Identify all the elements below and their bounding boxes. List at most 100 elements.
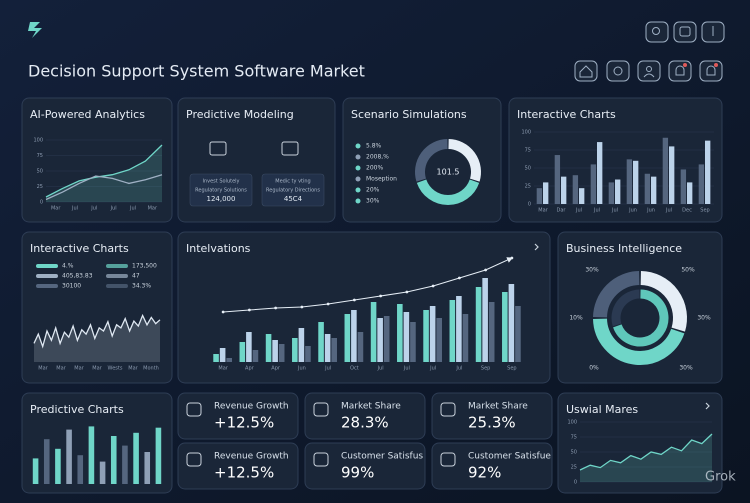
- kpi-label: Market Share: [468, 402, 528, 412]
- panel-title: Intelvations: [186, 242, 251, 255]
- x-tick-label: Mar: [128, 366, 138, 372]
- y-tick-label: 75: [571, 435, 577, 441]
- x-tick-label: Jul: [377, 366, 384, 372]
- legend-swatch: [106, 284, 128, 288]
- bar: [110, 436, 117, 484]
- info-card: [189, 173, 253, 207]
- kpi-card: [177, 392, 299, 440]
- bar: [579, 188, 585, 204]
- y-tick-label: 75: [525, 148, 531, 154]
- donut-segment: [416, 179, 480, 205]
- bar: [397, 304, 403, 362]
- legend-label: 30100: [62, 283, 81, 290]
- bar: [331, 338, 337, 362]
- kpi-label: Revenue Growth: [214, 402, 289, 412]
- panel: [21, 97, 173, 223]
- kpi-value: 25.3%: [468, 414, 516, 432]
- bar: [680, 169, 687, 204]
- icon: [209, 141, 227, 156]
- x-tick-label: Jun: [297, 366, 306, 372]
- x-tick-label: Jul: [90, 206, 97, 212]
- bar: [515, 306, 521, 362]
- bar: [626, 159, 633, 204]
- kpi-value: 28.3%: [341, 414, 389, 432]
- donut-segment: [593, 271, 640, 318]
- bar: [265, 334, 272, 362]
- x-tick-label: Jul: [403, 366, 410, 372]
- y-tick-label: 100: [33, 138, 43, 144]
- legend-dot: [355, 198, 361, 204]
- bar: [482, 278, 488, 362]
- bar: [344, 314, 351, 362]
- trend-point: [379, 294, 383, 298]
- card-text: Regulatory Directions: [266, 188, 320, 194]
- page-title: Decision Support System Software Market: [28, 62, 365, 81]
- bar: [436, 318, 442, 362]
- bar: [252, 350, 259, 362]
- donut-label: 0%: [589, 365, 599, 372]
- x-tick-label: Mar: [38, 366, 48, 372]
- bar: [239, 342, 246, 362]
- donut-label: 30%: [585, 267, 599, 274]
- bar: [377, 318, 383, 362]
- donut-segment: [415, 139, 448, 182]
- x-tick-label: Wests: [108, 366, 123, 372]
- card-text: 124,000: [207, 195, 236, 203]
- panel-title: Business Intelligence: [566, 242, 682, 255]
- trend-point: [352, 298, 356, 302]
- bar: [43, 439, 50, 484]
- trend-point: [405, 290, 409, 294]
- x-tick-label: Mar: [92, 366, 102, 372]
- bar: [502, 292, 508, 362]
- y-tick-label: 50: [37, 169, 43, 175]
- card-text: Invest Solutely: [202, 179, 239, 185]
- bar: [155, 427, 162, 484]
- legend-label: 20%: [366, 187, 380, 194]
- bar: [370, 302, 377, 362]
- legend-value: 34.3%: [132, 283, 151, 290]
- bar: [144, 452, 151, 484]
- x-tick-label: Mar: [218, 366, 228, 372]
- bar: [561, 176, 567, 204]
- bar: [246, 332, 252, 362]
- x-tick-label: Jul: [455, 366, 462, 372]
- trend-point: [274, 306, 278, 310]
- legend-swatch: [36, 284, 58, 288]
- panel: [557, 231, 723, 384]
- donut-segment: [611, 289, 640, 327]
- kpi-value: +12.5%: [214, 414, 274, 432]
- bar: [572, 175, 579, 204]
- legend-swatch: [36, 274, 58, 278]
- bar: [410, 322, 416, 362]
- kpi-label: Customer Satisfus: [341, 452, 423, 462]
- toolbar[interactable]: [574, 21, 725, 82]
- panel-title: Interactive Charts: [517, 108, 616, 121]
- x-tick-label: Mar: [538, 208, 548, 214]
- bar: [351, 310, 357, 362]
- kpi-card: [177, 442, 299, 490]
- line: [45, 144, 163, 198]
- watermark: Grok: [705, 470, 736, 485]
- legend-label: 200%: [366, 165, 383, 172]
- legend-dot: [355, 187, 361, 193]
- bar: [597, 142, 603, 204]
- x-tick-label: Sep: [481, 366, 490, 372]
- kpi-icon: [313, 402, 329, 417]
- kpi-icon: [313, 452, 329, 467]
- kpi-value: 92%: [468, 464, 501, 482]
- bar: [615, 179, 621, 204]
- legend-swatch: [36, 264, 58, 268]
- y-tick-label: 0: [528, 202, 531, 208]
- legend-label: 4.%: [62, 263, 74, 270]
- area-fill: [580, 434, 712, 482]
- bar: [292, 338, 298, 362]
- x-tick-label: Jul: [324, 366, 331, 372]
- bar: [298, 328, 305, 362]
- area-fill: [46, 145, 162, 202]
- x-tick-label: Apr: [245, 366, 255, 372]
- donut-label: 30%: [697, 315, 711, 322]
- bar: [122, 445, 128, 484]
- bar: [536, 188, 543, 204]
- bar: [508, 284, 515, 362]
- trend-point: [326, 302, 330, 306]
